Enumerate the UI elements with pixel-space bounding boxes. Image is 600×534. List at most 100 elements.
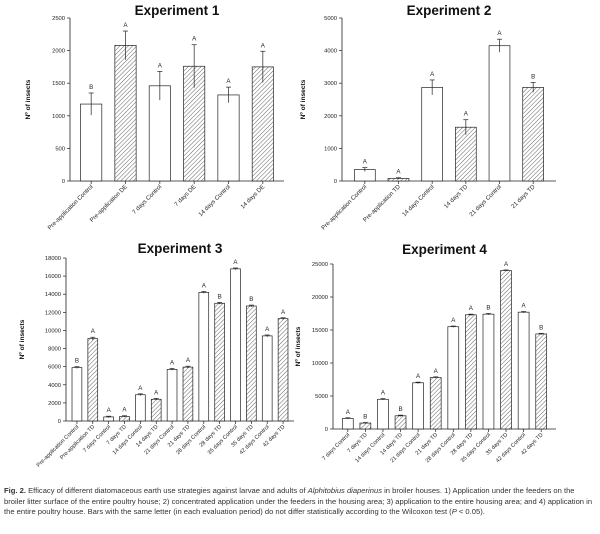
y-tick-label: 14000	[45, 292, 61, 298]
y-tick-label: 1000	[324, 146, 337, 152]
significance-letter: A	[451, 317, 456, 324]
x-tick-label: 7 days DE	[174, 184, 198, 208]
significance-letter: B	[531, 74, 535, 81]
bar	[135, 394, 146, 422]
bar	[394, 415, 407, 430]
y-tick-label: 15000	[312, 328, 328, 334]
bar	[182, 366, 194, 422]
bar	[429, 377, 442, 430]
caption-species: Alphitobius diaperinus	[307, 486, 382, 495]
significance-letter: A	[430, 71, 435, 78]
chart-3: Experiment 3 0 2000 4000 6000 8000 10000 12000 1…	[19, 241, 294, 469]
chart-2: Experiment 2 0 1000 2000 3000 4000 5000 Nº of i…	[300, 3, 556, 232]
significance-letter: B	[398, 406, 402, 413]
significance-letter: A	[469, 305, 474, 312]
x-tick-label: 7 days Control	[321, 432, 351, 462]
y-tick-label: 2500	[52, 16, 65, 22]
bar	[341, 418, 354, 430]
bar	[87, 338, 99, 422]
caption-p-value: < 0.05).	[456, 507, 485, 517]
x-tick-label: Pre-application TD	[363, 184, 403, 224]
significance-letter: A	[416, 373, 421, 380]
bar	[412, 382, 424, 430]
caption-label: Fig. 2.	[4, 486, 26, 495]
y-tick-label: 0	[334, 179, 337, 185]
y-axis-title: Nº of insects	[300, 79, 307, 119]
significance-letter: A	[202, 283, 207, 290]
y-tick-label: 0	[325, 427, 328, 433]
x-tick-label: Pre-application Control	[47, 184, 94, 231]
significance-letter: A	[226, 78, 231, 85]
x-tick-label: 21 days Control	[469, 184, 503, 218]
x-tick-label: 14 days Control	[198, 184, 232, 218]
caption-text-1: Efficacy of different diatomaceous earth…	[28, 486, 306, 495]
significance-letter: A	[91, 328, 96, 335]
x-tick-label: Pre-application DE	[89, 184, 129, 224]
bar	[80, 103, 103, 182]
bar	[217, 94, 240, 182]
bar	[421, 87, 443, 182]
bar	[198, 292, 210, 422]
bar	[214, 302, 225, 422]
bar	[465, 314, 477, 430]
y-tick-label: 3000	[324, 81, 337, 87]
bar	[377, 398, 389, 430]
y-axis-title: Nº of insects	[25, 79, 32, 119]
bar	[261, 335, 273, 422]
y-tick-label: 5000	[315, 394, 328, 400]
bar	[447, 326, 460, 430]
bar	[246, 305, 257, 422]
y-tick-label: 6000	[48, 365, 61, 371]
significance-letter: A	[363, 159, 368, 166]
bar	[482, 313, 495, 430]
significance-letter: A	[170, 359, 175, 366]
y-tick-label: 4000	[48, 383, 61, 389]
y-tick-label: 0	[62, 179, 65, 185]
significance-letter: A	[158, 62, 163, 69]
significance-letter: A	[434, 368, 439, 375]
significance-letter: A	[138, 385, 143, 392]
y-tick-label: 8000	[48, 347, 61, 353]
significance-letter: A	[122, 407, 127, 414]
chart-title: Experiment 3	[138, 241, 223, 256]
significance-letter: A	[192, 36, 197, 43]
significance-letter: A	[522, 303, 527, 310]
y-tick-label: 20000	[312, 295, 328, 301]
y-tick-label: 25000	[312, 262, 328, 268]
significance-letter: A	[464, 111, 469, 118]
chart-title: Experiment 1	[135, 3, 220, 18]
significance-letter: B	[218, 293, 222, 300]
caption-text-2: in broiler houses. 1) Application under …	[4, 486, 593, 517]
significance-letter: B	[486, 305, 490, 312]
significance-letter: A	[504, 261, 509, 268]
bar	[277, 318, 289, 422]
significance-letter: A	[233, 259, 238, 266]
significance-letter: A	[396, 169, 401, 176]
significance-letter: B	[539, 324, 543, 331]
figure-caption: Fig. 2. Efficacy of different diatomaceo…	[4, 486, 596, 518]
caption-p-symbol: P	[451, 507, 457, 517]
bar	[488, 45, 511, 182]
y-tick-label: 4000	[324, 49, 337, 55]
y-tick-label: 10000	[45, 328, 61, 334]
x-tick-label: 7 days Control	[132, 184, 164, 216]
significance-letter: A	[186, 357, 191, 364]
chart-title: Experiment 4	[402, 242, 487, 257]
y-tick-label: 2000	[48, 401, 61, 407]
bar	[230, 268, 241, 422]
significance-letter: A	[154, 389, 159, 396]
y-tick-label: 1000	[52, 114, 65, 120]
significance-letter: B	[249, 296, 253, 303]
bar	[251, 66, 274, 182]
significance-letter: A	[107, 407, 112, 414]
significance-letter: A	[265, 326, 270, 333]
bar	[455, 126, 477, 182]
significance-letter: A	[123, 22, 128, 29]
y-tick-label: 18000	[45, 256, 61, 262]
bar	[517, 311, 530, 430]
significance-letter: A	[346, 409, 351, 416]
bar	[114, 45, 137, 182]
bar	[71, 367, 83, 422]
y-tick-label: 2000	[324, 114, 337, 120]
y-tick-label: 10000	[312, 361, 328, 367]
